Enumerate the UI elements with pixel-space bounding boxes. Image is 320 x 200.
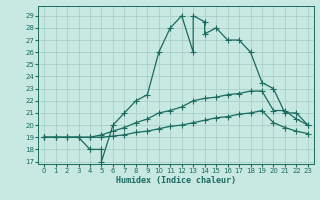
- X-axis label: Humidex (Indice chaleur): Humidex (Indice chaleur): [116, 176, 236, 185]
